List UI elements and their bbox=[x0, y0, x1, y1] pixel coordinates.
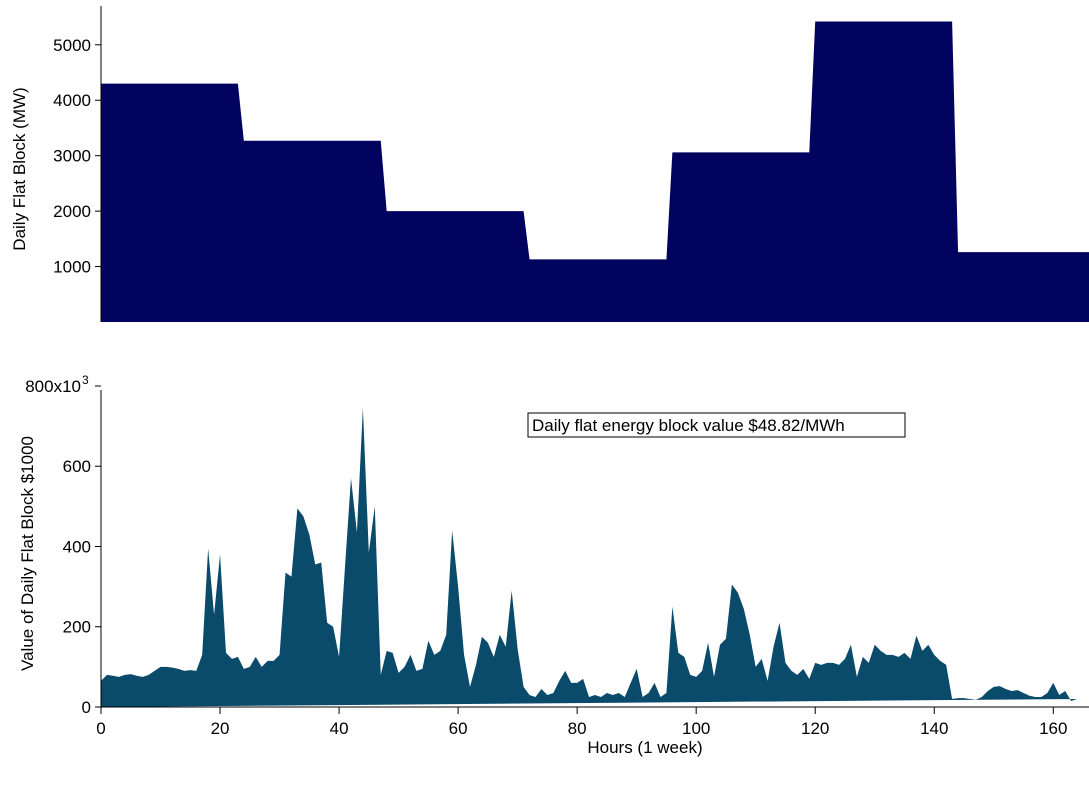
annotation-box bbox=[527, 412, 906, 438]
top-y-tick-label: 4000 bbox=[53, 91, 91, 110]
bottom-x-tick-label: 120 bbox=[801, 719, 829, 738]
bottom-y-tick-label: 0 bbox=[82, 698, 91, 717]
bottom-y-tick-exponent: 3 bbox=[82, 373, 89, 387]
bottom-y-tick-label: 800x10 bbox=[25, 377, 81, 396]
bottom-y-tick-label: 400 bbox=[63, 537, 91, 556]
bottom-x-tick-label: 140 bbox=[920, 719, 948, 738]
bottom-y-ticks: 0 200 400 600 800x10 3 bbox=[25, 373, 101, 717]
top-y-tick-label: 3000 bbox=[53, 147, 91, 166]
bottom-x-tick-label: 20 bbox=[211, 719, 230, 738]
top-area-series bbox=[101, 21, 1089, 323]
bottom-x-tick-label: 0 bbox=[96, 719, 105, 738]
bottom-x-tick-label: 80 bbox=[568, 719, 587, 738]
bottom-x-axis-label: Hours (1 week) bbox=[587, 738, 702, 757]
top-panel: 1000 2000 3000 4000 5000 Daily Flat Block (M… bbox=[10, 6, 1089, 323]
annotation-text: Daily flat energy block value $48.82/MWh bbox=[532, 416, 845, 435]
bottom-x-tick-label: 40 bbox=[330, 719, 349, 738]
top-y-tick-label: 2000 bbox=[53, 202, 91, 221]
bottom-y-tick-label: 200 bbox=[63, 618, 91, 637]
bottom-x-ticks: 0 20 40 60 80 100 120 140 160 bbox=[96, 707, 1067, 738]
bottom-area-series bbox=[101, 408, 1078, 707]
bottom-x-tick-label: 60 bbox=[449, 719, 468, 738]
top-y-tick-label: 5000 bbox=[53, 36, 91, 55]
bottom-y-tick-label: 600 bbox=[63, 457, 91, 476]
bottom-x-tick-label: 160 bbox=[1039, 719, 1067, 738]
top-y-ticks: 1000 2000 3000 4000 5000 bbox=[53, 36, 101, 277]
bottom-y-axis-label: Value of Daily Flat Block $1000 bbox=[18, 436, 37, 671]
bottom-x-tick-label: 100 bbox=[682, 719, 710, 738]
top-y-axis-label: Daily Flat Block (MW) bbox=[10, 87, 29, 250]
top-y-tick-label: 1000 bbox=[53, 258, 91, 277]
